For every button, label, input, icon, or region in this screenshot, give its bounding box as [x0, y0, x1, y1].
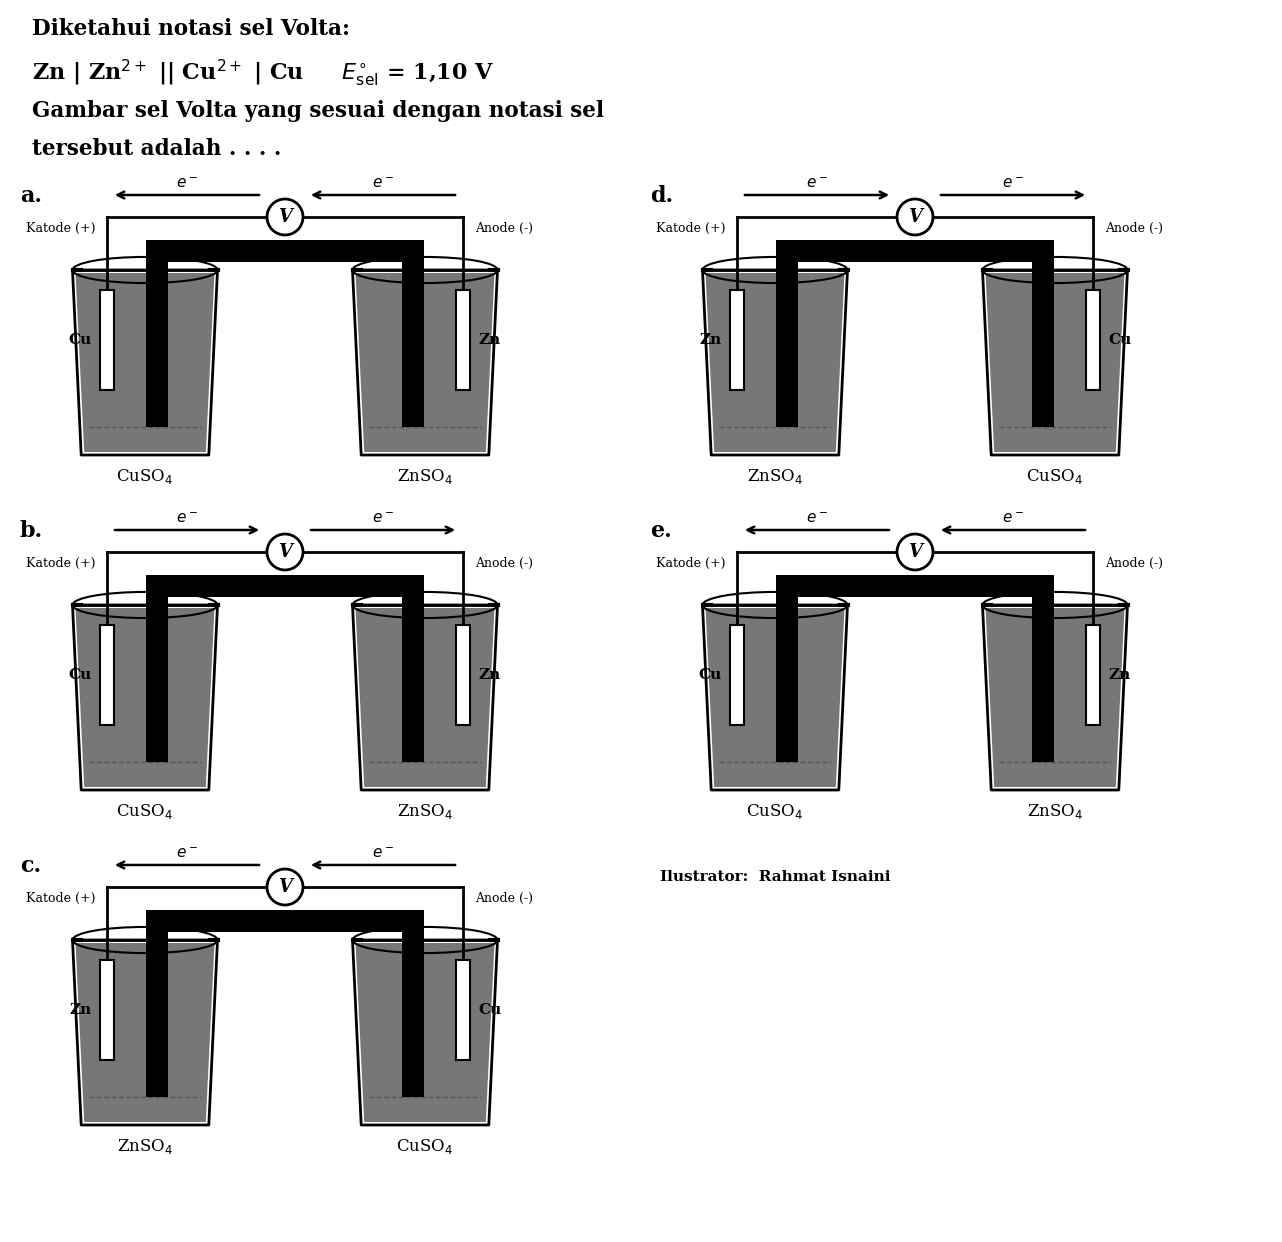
- Text: Katode (+): Katode (+): [655, 556, 726, 570]
- Text: $e^-$: $e^-$: [806, 512, 828, 527]
- Text: Cu: Cu: [1108, 333, 1131, 347]
- Polygon shape: [705, 609, 845, 787]
- Text: Gambar sel Volta yang sesuai dengan notasi sel: Gambar sel Volta yang sesuai dengan nota…: [32, 101, 604, 122]
- Text: Cu: Cu: [69, 668, 92, 682]
- Bar: [1086, 625, 1100, 725]
- Polygon shape: [76, 609, 214, 787]
- Text: Anode (-): Anode (-): [476, 556, 533, 570]
- Bar: [100, 625, 114, 725]
- Text: ZnSO$_4$: ZnSO$_4$: [747, 467, 803, 486]
- Polygon shape: [355, 609, 495, 787]
- Text: Zn: Zn: [478, 668, 500, 682]
- Bar: [1032, 240, 1054, 427]
- Text: CuSO$_4$: CuSO$_4$: [746, 802, 804, 821]
- Text: Anode (-): Anode (-): [1105, 222, 1163, 235]
- Text: $e^-$: $e^-$: [176, 176, 197, 191]
- Text: Cu: Cu: [478, 1004, 501, 1017]
- Text: Zn: Zn: [478, 333, 500, 347]
- Bar: [100, 960, 114, 1059]
- Text: V: V: [278, 207, 292, 226]
- Text: Katode (+): Katode (+): [26, 222, 95, 235]
- Text: CuSO$_4$: CuSO$_4$: [117, 467, 173, 486]
- Bar: [1086, 289, 1100, 390]
- Bar: [146, 575, 424, 597]
- Circle shape: [897, 534, 933, 570]
- Text: $e^-$: $e^-$: [372, 847, 394, 861]
- Text: d.: d.: [650, 185, 673, 207]
- Bar: [403, 240, 424, 427]
- Bar: [146, 240, 424, 262]
- Bar: [776, 240, 1054, 262]
- Text: Ilustrator:  Rahmat Isnaini: Ilustrator: Rahmat Isnaini: [660, 869, 891, 884]
- Text: $e^-$: $e^-$: [1003, 176, 1024, 191]
- Text: ZnSO$_4$: ZnSO$_4$: [397, 802, 453, 821]
- Bar: [456, 289, 470, 390]
- Text: Zn: Zn: [69, 1004, 92, 1017]
- Text: Zn: Zn: [700, 333, 722, 347]
- Circle shape: [267, 534, 303, 570]
- Text: Cu: Cu: [699, 668, 722, 682]
- Text: Anode (-): Anode (-): [1105, 556, 1163, 570]
- Bar: [146, 910, 168, 1097]
- Bar: [776, 575, 797, 763]
- Text: CuSO$_4$: CuSO$_4$: [1027, 467, 1083, 486]
- Text: V: V: [278, 543, 292, 561]
- Text: $e^-$: $e^-$: [806, 176, 828, 191]
- Text: CuSO$_4$: CuSO$_4$: [117, 802, 173, 821]
- Bar: [456, 960, 470, 1059]
- Polygon shape: [76, 273, 214, 452]
- Text: Diketahui notasi sel Volta:: Diketahui notasi sel Volta:: [32, 17, 350, 40]
- Text: $e^-$: $e^-$: [1003, 512, 1024, 527]
- Text: Anode (-): Anode (-): [476, 222, 533, 235]
- Polygon shape: [76, 943, 214, 1122]
- Polygon shape: [355, 273, 495, 452]
- Text: Zn | Zn$^{2+}$ || Cu$^{2+}$ | Cu     $E^{\circ}_{\mathrm{sel}}$ = 1,10 V: Zn | Zn$^{2+}$ || Cu$^{2+}$ | Cu $E^{\ci…: [32, 58, 495, 89]
- Text: Katode (+): Katode (+): [26, 556, 95, 570]
- Bar: [146, 910, 424, 932]
- Text: a.: a.: [21, 185, 42, 207]
- Bar: [729, 625, 744, 725]
- Polygon shape: [355, 943, 495, 1122]
- Text: Zn: Zn: [1108, 668, 1131, 682]
- Text: $e^-$: $e^-$: [176, 512, 197, 527]
- Text: Katode (+): Katode (+): [26, 892, 95, 905]
- Bar: [146, 240, 168, 427]
- Text: V: V: [278, 878, 292, 895]
- Text: Cu: Cu: [69, 333, 92, 347]
- Bar: [776, 575, 1054, 597]
- Polygon shape: [986, 609, 1124, 787]
- Bar: [729, 289, 744, 390]
- Text: $e^-$: $e^-$: [372, 512, 394, 527]
- Text: tersebut adalah . . . .: tersebut adalah . . . .: [32, 138, 281, 160]
- Polygon shape: [986, 273, 1124, 452]
- Text: V: V: [908, 543, 922, 561]
- Text: $e^-$: $e^-$: [372, 176, 394, 191]
- Text: ZnSO$_4$: ZnSO$_4$: [117, 1136, 173, 1156]
- Text: b.: b.: [21, 520, 44, 542]
- Bar: [456, 625, 470, 725]
- Circle shape: [897, 199, 933, 235]
- Text: Anode (-): Anode (-): [476, 892, 533, 905]
- Text: $e^-$: $e^-$: [176, 847, 197, 861]
- Text: Katode (+): Katode (+): [655, 222, 726, 235]
- Bar: [403, 910, 424, 1097]
- Bar: [146, 575, 168, 763]
- Text: ZnSO$_4$: ZnSO$_4$: [1027, 802, 1083, 821]
- Bar: [403, 575, 424, 763]
- Text: e.: e.: [650, 520, 672, 542]
- Circle shape: [267, 869, 303, 905]
- Bar: [1032, 575, 1054, 763]
- Text: c.: c.: [21, 854, 41, 877]
- Bar: [100, 289, 114, 390]
- Bar: [776, 240, 797, 427]
- Text: ZnSO$_4$: ZnSO$_4$: [397, 467, 453, 486]
- Text: V: V: [908, 207, 922, 226]
- Polygon shape: [705, 273, 845, 452]
- Text: CuSO$_4$: CuSO$_4$: [396, 1136, 454, 1156]
- Circle shape: [267, 199, 303, 235]
